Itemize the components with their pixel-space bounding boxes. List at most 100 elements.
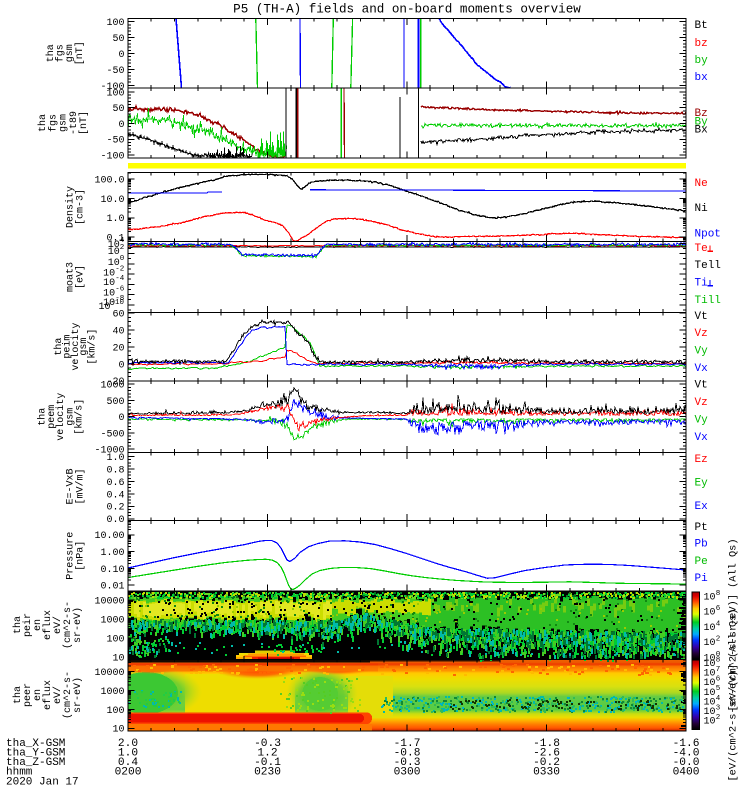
- svg-text:-4.0: -4.0: [673, 748, 700, 760]
- svg-text:1.0: 1.0: [106, 453, 124, 464]
- svg-text:tha: tha: [37, 408, 49, 426]
- svg-text:Ne: Ne: [695, 178, 708, 190]
- svg-text:Pi: Pi: [695, 573, 709, 585]
- svg-text:Tell: Tell: [695, 260, 721, 272]
- svg-text:10: 10: [704, 623, 716, 634]
- svg-text:bx: bx: [695, 72, 709, 84]
- svg-text:-10: -10: [111, 299, 125, 307]
- svg-text:(cm^2-s-: (cm^2-s-: [62, 601, 74, 649]
- svg-text:Ni: Ni: [695, 203, 709, 215]
- svg-text:10: 10: [112, 653, 124, 664]
- svg-text:0: 0: [716, 651, 721, 659]
- svg-text:P5 (TH-A) fields and on-board: P5 (TH-A) fields and on-board moments ov…: [233, 2, 581, 16]
- svg-text:(cm^2-s-: (cm^2-s-: [62, 671, 74, 719]
- svg-text:1.0: 1.0: [118, 748, 138, 760]
- svg-text:en: en: [33, 619, 44, 631]
- svg-text:100: 100: [106, 18, 124, 29]
- svg-text:10: 10: [108, 247, 120, 258]
- svg-text:20: 20: [112, 343, 124, 354]
- svg-text:Te: Te: [695, 243, 708, 255]
- svg-text:-20: -20: [106, 377, 124, 388]
- svg-text:1000: 1000: [100, 615, 124, 626]
- svg-text:Pe: Pe: [695, 556, 708, 568]
- svg-text:E=-VxB: E=-VxB: [66, 468, 77, 504]
- svg-text:0: 0: [118, 50, 124, 61]
- svg-text:0: 0: [118, 360, 124, 371]
- svg-text:10: 10: [103, 269, 115, 280]
- svg-text:gsm: gsm: [65, 408, 76, 426]
- svg-text:[km/s]: [km/s]: [87, 329, 99, 365]
- svg-text:fgs: fgs: [55, 44, 67, 62]
- svg-text:Vt: Vt: [695, 380, 708, 392]
- svg-text:0.01: 0.01: [100, 582, 124, 593]
- svg-text:eV/: eV/: [52, 686, 64, 704]
- svg-text:peem: peem: [47, 405, 58, 429]
- svg-text:2020 Jan 17: 2020 Jan 17: [6, 777, 79, 789]
- svg-text:1000: 1000: [100, 381, 124, 392]
- svg-text:tha: tha: [53, 338, 65, 356]
- svg-text:0.6: 0.6: [106, 478, 124, 489]
- svg-text:tha_Y-GSM: tha_Y-GSM: [6, 748, 65, 760]
- svg-text:[cm-3]: [cm-3]: [75, 189, 87, 225]
- svg-text:8: 8: [716, 657, 721, 665]
- svg-text:4: 4: [120, 237, 125, 245]
- svg-text:10: 10: [704, 697, 716, 708]
- svg-text:10: 10: [704, 593, 716, 604]
- svg-text:10: 10: [704, 638, 716, 649]
- svg-text:moat3: moat3: [66, 262, 77, 292]
- svg-text:Ti: Ti: [695, 278, 709, 290]
- svg-text:-4: -4: [115, 275, 125, 283]
- svg-text:7: 7: [716, 666, 721, 674]
- svg-text:-1.8: -1.8: [533, 738, 560, 750]
- svg-text:[nT]: [nT]: [74, 41, 86, 65]
- svg-text:Density: Density: [65, 186, 77, 228]
- svg-text:[mV/m]: [mV/m]: [75, 468, 87, 504]
- svg-text:0330: 0330: [533, 767, 560, 779]
- svg-text:Vx: Vx: [695, 363, 709, 375]
- svg-text:10000: 10000: [94, 596, 124, 607]
- svg-text:eflux: eflux: [42, 610, 54, 640]
- svg-text:-0.3: -0.3: [254, 738, 281, 750]
- svg-text:Vz: Vz: [695, 328, 708, 340]
- svg-text:gsm: gsm: [59, 114, 70, 132]
- svg-text:peim: peim: [61, 335, 73, 359]
- svg-text:gsm: gsm: [79, 338, 90, 356]
- svg-text:10: 10: [704, 669, 716, 680]
- svg-text:100: 100: [106, 88, 124, 99]
- svg-text:0400: 0400: [673, 767, 700, 779]
- svg-text:10.0: 10.0: [100, 195, 124, 206]
- svg-text:hhmm: hhmm: [6, 767, 33, 779]
- svg-text:-0.2: -0.2: [533, 757, 560, 769]
- svg-text:-2.6: -2.6: [533, 748, 560, 760]
- svg-text:tha: tha: [12, 686, 24, 704]
- svg-text:1.00: 1.00: [100, 548, 124, 559]
- svg-text:-0.1: -0.1: [254, 757, 281, 769]
- svg-text:4: 4: [716, 695, 721, 703]
- svg-text:10.00: 10.00: [94, 531, 124, 542]
- svg-text:10: 10: [704, 688, 716, 699]
- svg-text:tha: tha: [12, 616, 24, 634]
- svg-text:-2: -2: [115, 266, 124, 274]
- svg-text:2: 2: [120, 244, 125, 252]
- svg-text:by: by: [695, 55, 709, 67]
- svg-text:Pressure: Pressure: [66, 532, 77, 580]
- svg-text:velocity: velocity: [55, 393, 67, 441]
- svg-text:100.0: 100.0: [94, 175, 124, 186]
- svg-text:10: 10: [704, 678, 716, 689]
- svg-text:2.0: 2.0: [118, 738, 138, 750]
- svg-text:10: 10: [103, 289, 115, 300]
- svg-text:By: By: [695, 117, 709, 129]
- svg-text:0.4: 0.4: [118, 757, 138, 769]
- svg-text:fgs: fgs: [47, 114, 59, 132]
- svg-text:en: en: [33, 689, 44, 701]
- svg-text:0200: 0200: [115, 767, 142, 779]
- svg-text:100: 100: [106, 634, 124, 645]
- svg-text:100: 100: [106, 706, 124, 717]
- svg-text:4: 4: [716, 620, 721, 628]
- svg-text:60: 60: [112, 309, 124, 320]
- svg-text:Vt: Vt: [695, 311, 708, 323]
- svg-text:10: 10: [108, 240, 120, 251]
- svg-text:-50: -50: [106, 136, 124, 147]
- svg-text:bz: bz: [695, 38, 708, 50]
- svg-text:-1000: -1000: [94, 446, 124, 457]
